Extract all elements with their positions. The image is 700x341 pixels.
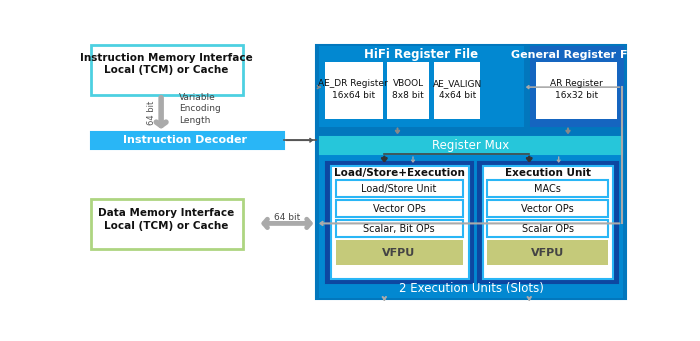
Bar: [531, 47, 623, 125]
Text: Scalar, Bit OPs: Scalar, Bit OPs: [363, 224, 435, 234]
Text: Instruction Memory Interface
Local (TCM) or Cache: Instruction Memory Interface Local (TCM)…: [80, 53, 253, 75]
Bar: [331, 166, 469, 279]
Bar: [387, 62, 429, 119]
Bar: [536, 62, 617, 119]
Bar: [320, 154, 622, 297]
Bar: [320, 137, 622, 154]
Text: Vector OPs: Vector OPs: [372, 204, 426, 214]
Bar: [335, 200, 463, 217]
Bar: [483, 166, 613, 279]
Text: Load/Store Unit: Load/Store Unit: [361, 184, 437, 194]
Bar: [487, 220, 608, 237]
Text: 64 bit: 64 bit: [274, 213, 300, 222]
Text: Data Memory Interface
Local (TCM) or Cache: Data Memory Interface Local (TCM) or Cac…: [99, 208, 234, 231]
Text: Scalar OPs: Scalar OPs: [522, 224, 574, 234]
Bar: [320, 47, 523, 125]
Bar: [487, 200, 608, 217]
Bar: [487, 180, 608, 197]
Text: VBOOL
8x8 bit: VBOOL 8x8 bit: [393, 79, 424, 100]
Text: 64 bit: 64 bit: [147, 101, 156, 125]
Text: AE_VALIGN
4x64 bit: AE_VALIGN 4x64 bit: [433, 79, 482, 100]
Text: VFPU: VFPU: [382, 248, 416, 258]
Bar: [326, 162, 473, 283]
Bar: [325, 62, 383, 119]
Text: Vector OPs: Vector OPs: [522, 204, 574, 214]
Text: Load/Store+Execution: Load/Store+Execution: [335, 168, 466, 178]
Text: Execution Unit: Execution Unit: [505, 168, 591, 178]
Bar: [335, 240, 463, 265]
Bar: [335, 220, 463, 237]
Bar: [434, 62, 480, 119]
Text: Variable
Encoding
Length: Variable Encoding Length: [179, 93, 220, 124]
Text: Register Mux: Register Mux: [433, 139, 510, 152]
Text: 2 Execution Units (Slots): 2 Execution Units (Slots): [399, 282, 544, 295]
Bar: [92, 132, 284, 149]
Text: Instruction Decoder: Instruction Decoder: [123, 135, 247, 145]
Text: VFPU: VFPU: [531, 248, 564, 258]
Bar: [478, 162, 617, 283]
Text: MACs: MACs: [534, 184, 561, 194]
Text: AE_DR Register
16x64 bit: AE_DR Register 16x64 bit: [318, 79, 388, 100]
Bar: [92, 199, 242, 249]
Text: AR Register
16x32 bit: AR Register 16x32 bit: [550, 79, 603, 100]
Bar: [92, 45, 242, 95]
Text: General Register File: General Register File: [511, 50, 643, 60]
Bar: [316, 45, 626, 299]
Bar: [487, 240, 608, 265]
Text: HiFi Register File: HiFi Register File: [365, 48, 479, 61]
Bar: [335, 180, 463, 197]
